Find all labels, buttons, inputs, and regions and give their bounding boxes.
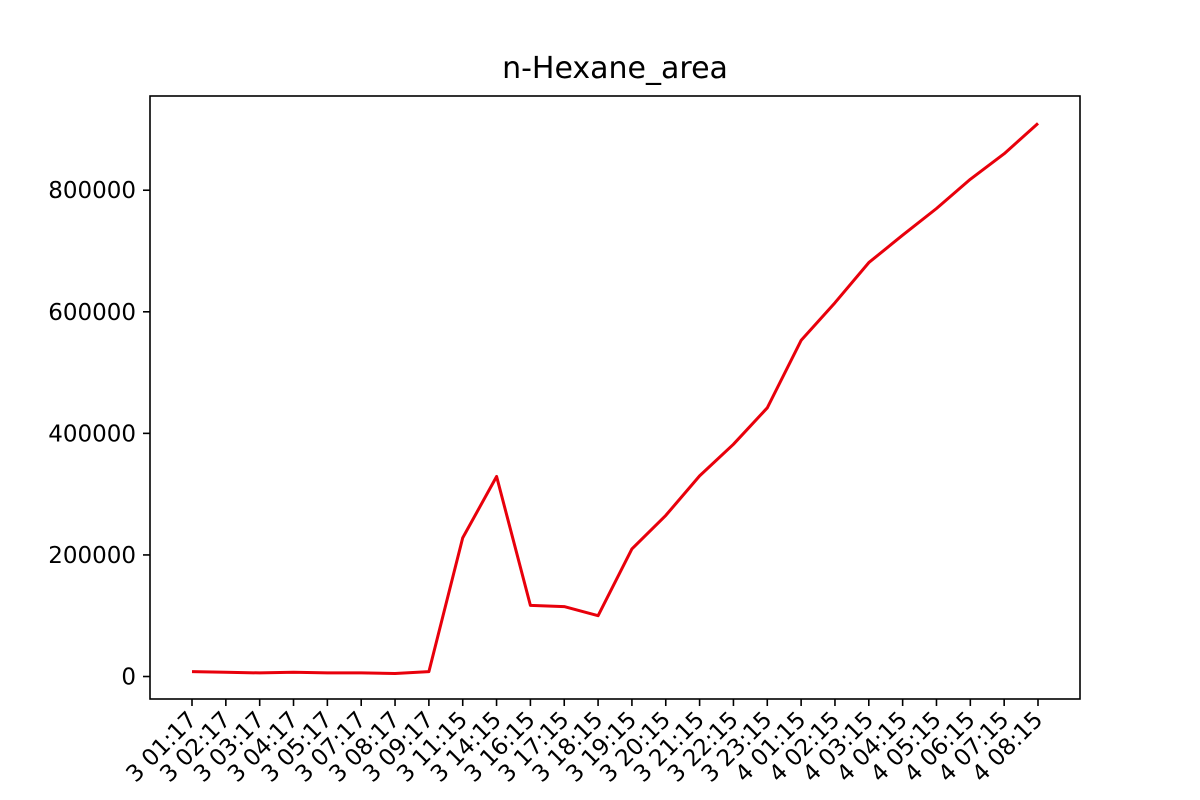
series-line-0 — [191, 122, 1040, 675]
y-tick-label: 800000 — [48, 178, 136, 204]
y-tick-label: 0 — [121, 665, 136, 691]
chart-title: n-Hexane_area — [502, 51, 728, 86]
plot-area-frame — [149, 95, 1081, 700]
y-tick-label: 200000 — [48, 543, 136, 569]
x-axis: 3 01:173 02:173 03:173 04:173 05:173 07:… — [121, 699, 1048, 788]
y-tick-label: 400000 — [48, 421, 136, 447]
series-group — [191, 122, 1040, 675]
y-tick-label: 600000 — [48, 300, 136, 326]
y-axis: 0 200000 400000 600000 800000 — [48, 178, 150, 691]
